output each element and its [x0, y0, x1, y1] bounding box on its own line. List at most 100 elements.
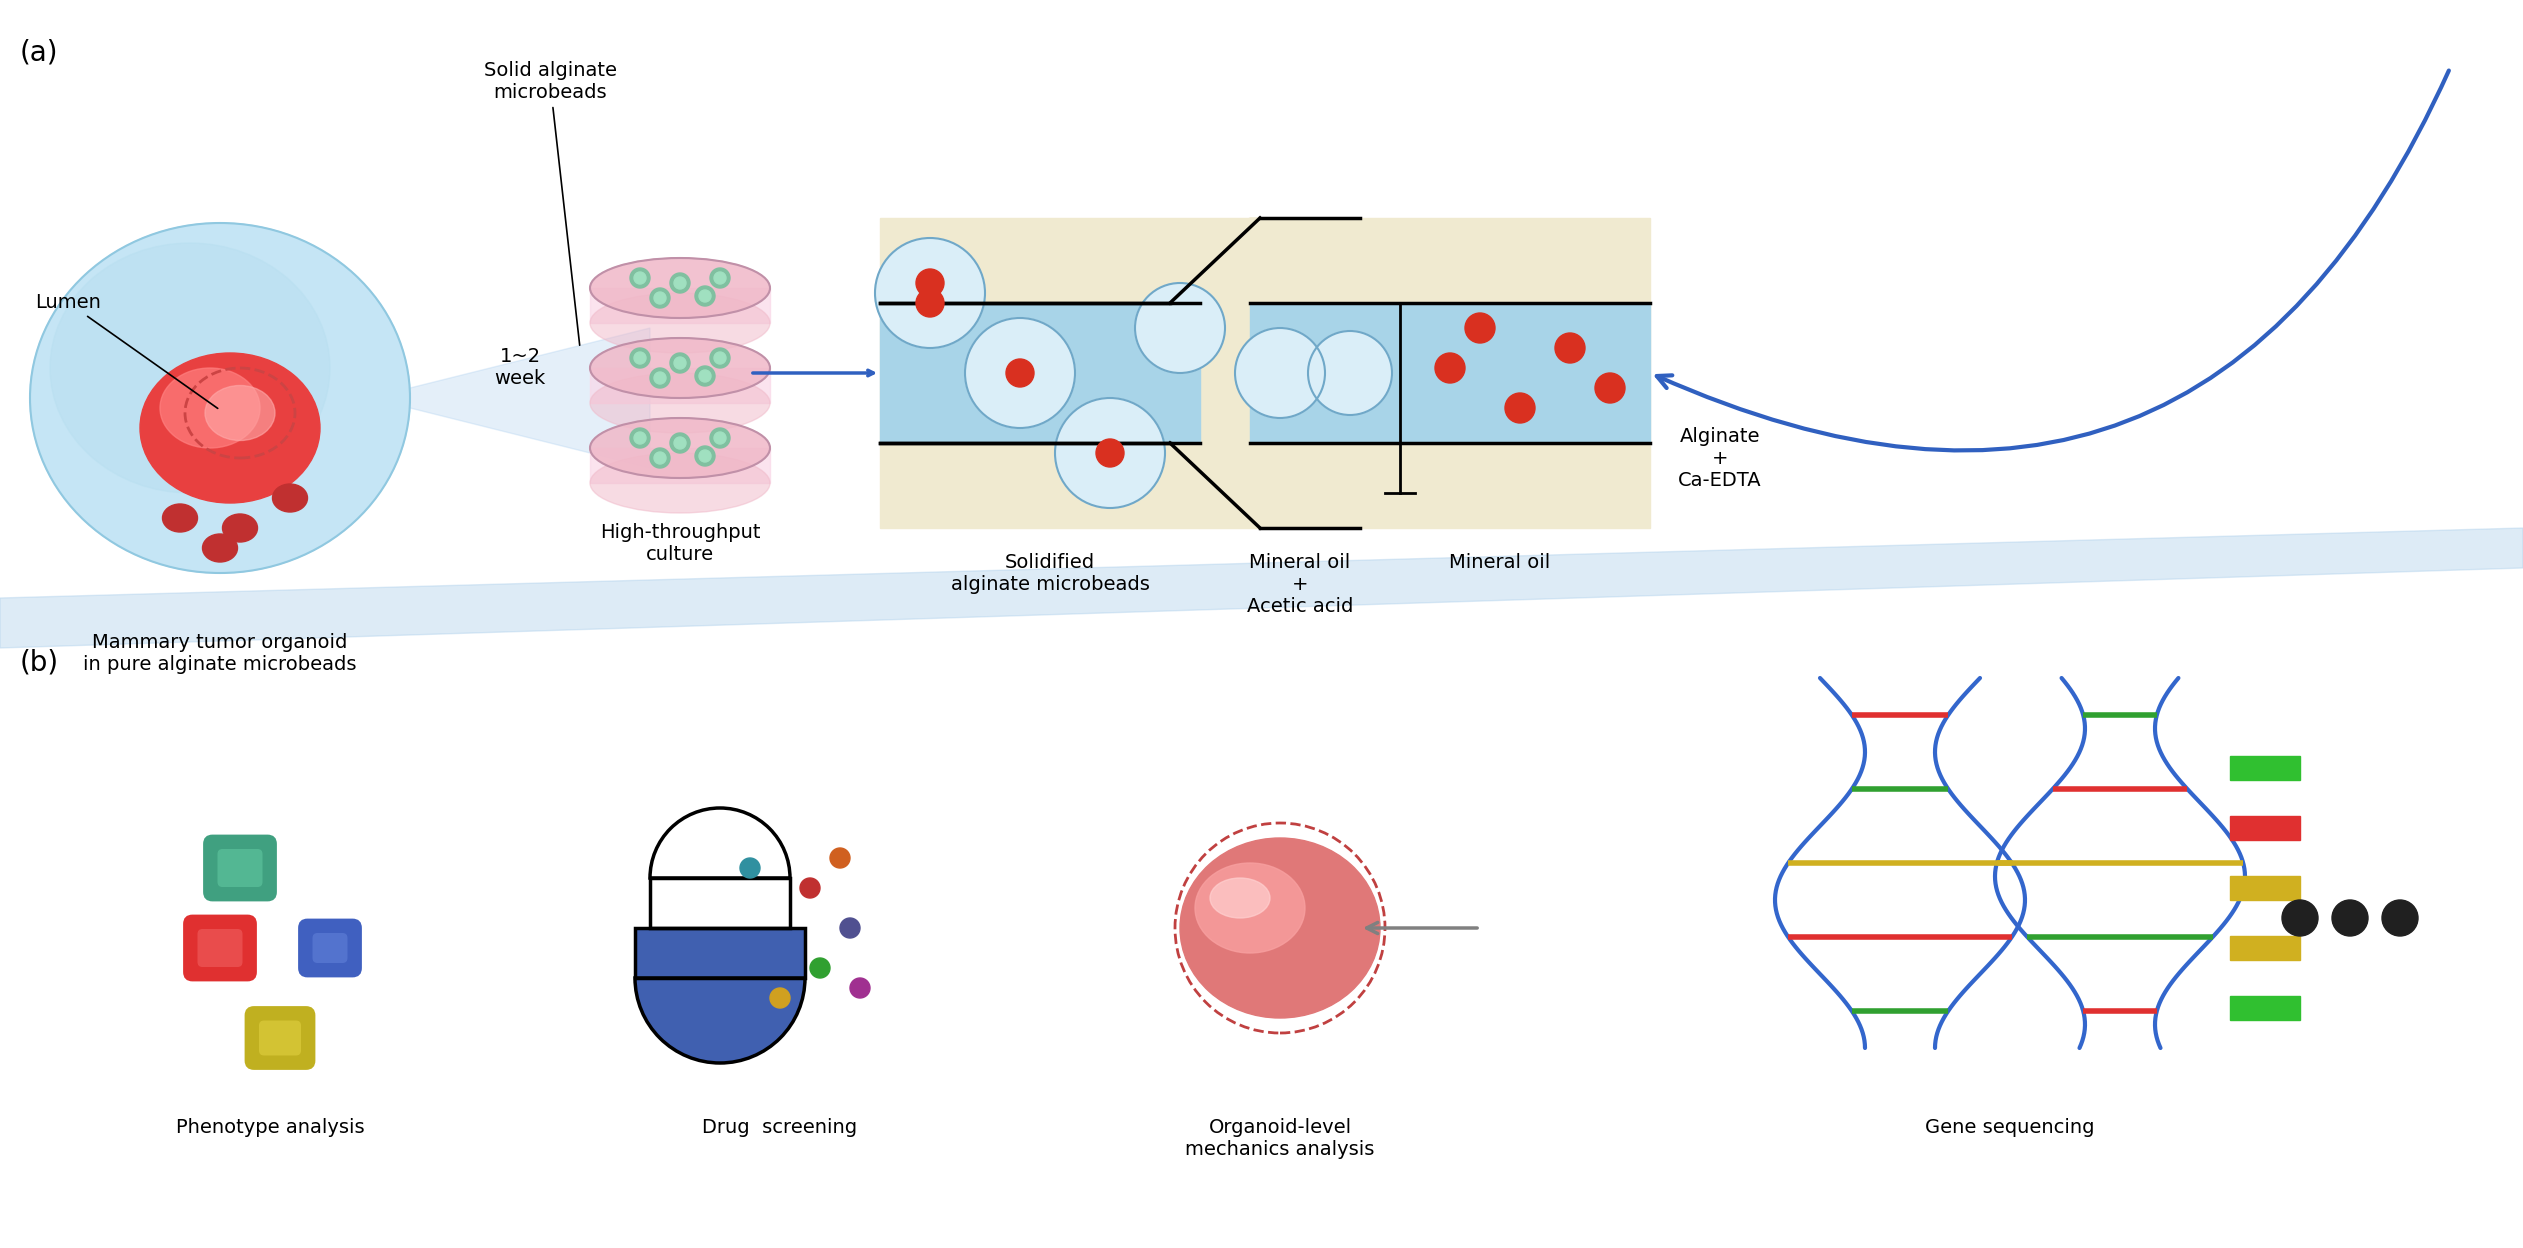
Circle shape	[714, 352, 727, 364]
Polygon shape	[371, 328, 651, 468]
FancyBboxPatch shape	[247, 1007, 313, 1068]
Circle shape	[714, 432, 727, 444]
Text: Mammary tumor organoid
in pure alginate microbeads: Mammary tumor organoid in pure alginate …	[83, 633, 356, 674]
Polygon shape	[0, 528, 2523, 648]
Circle shape	[714, 272, 727, 285]
Circle shape	[709, 428, 729, 448]
Text: Organoid-level
mechanics analysis: Organoid-level mechanics analysis	[1186, 1118, 1375, 1159]
Polygon shape	[881, 303, 1201, 443]
Ellipse shape	[272, 484, 308, 512]
Circle shape	[694, 366, 714, 386]
Text: Drug  screening: Drug screening	[701, 1118, 858, 1137]
Text: Mineral oil
+
Acetic acid: Mineral oil + Acetic acid	[1246, 553, 1352, 617]
Circle shape	[633, 352, 646, 364]
Text: Lumen: Lumen	[35, 293, 217, 408]
FancyBboxPatch shape	[197, 929, 242, 967]
Circle shape	[709, 268, 729, 288]
Circle shape	[699, 451, 711, 462]
Circle shape	[1436, 353, 1466, 383]
Polygon shape	[590, 288, 770, 323]
Ellipse shape	[30, 223, 411, 573]
FancyBboxPatch shape	[260, 1021, 300, 1056]
Circle shape	[633, 272, 646, 285]
Ellipse shape	[50, 243, 331, 493]
Circle shape	[709, 348, 729, 368]
Bar	[2230, 996, 2301, 1020]
Ellipse shape	[161, 504, 197, 532]
Circle shape	[800, 879, 820, 899]
FancyBboxPatch shape	[204, 836, 275, 900]
Circle shape	[1007, 359, 1034, 387]
Circle shape	[840, 919, 860, 938]
Polygon shape	[1150, 218, 1350, 303]
Circle shape	[770, 988, 790, 1008]
Bar	[2230, 756, 2301, 780]
Circle shape	[671, 353, 689, 373]
Polygon shape	[590, 368, 770, 403]
Text: Gene sequencing: Gene sequencing	[1925, 1118, 2094, 1137]
Ellipse shape	[590, 338, 770, 398]
Ellipse shape	[139, 353, 320, 503]
Circle shape	[651, 448, 671, 468]
Circle shape	[671, 273, 689, 293]
Circle shape	[1595, 373, 1625, 403]
Circle shape	[830, 847, 850, 869]
Circle shape	[631, 348, 651, 368]
Circle shape	[631, 428, 651, 448]
Text: Phenotype analysis: Phenotype analysis	[177, 1118, 363, 1137]
Circle shape	[674, 277, 686, 290]
Circle shape	[1234, 328, 1325, 418]
Circle shape	[916, 270, 944, 297]
Circle shape	[633, 432, 646, 444]
Bar	[2230, 936, 2301, 960]
Ellipse shape	[204, 386, 275, 441]
Circle shape	[1095, 439, 1125, 467]
Ellipse shape	[222, 514, 257, 542]
Wedge shape	[651, 807, 790, 879]
Circle shape	[1307, 331, 1393, 416]
Circle shape	[810, 958, 830, 978]
Circle shape	[1135, 283, 1226, 373]
Ellipse shape	[590, 293, 770, 353]
Circle shape	[694, 446, 714, 466]
Circle shape	[699, 369, 711, 382]
Circle shape	[674, 437, 686, 449]
Polygon shape	[881, 218, 1650, 528]
Polygon shape	[636, 929, 805, 978]
Circle shape	[651, 288, 671, 308]
Circle shape	[674, 357, 686, 369]
Text: Solid alginate
microbeads: Solid alginate microbeads	[484, 61, 616, 346]
Text: Solidified
alginate microbeads: Solidified alginate microbeads	[951, 553, 1150, 594]
Circle shape	[875, 238, 984, 348]
Text: High-throughput
culture: High-throughput culture	[600, 523, 759, 564]
Polygon shape	[1249, 303, 1650, 443]
Text: Alginate
+
Ca-EDTA: Alginate + Ca-EDTA	[1678, 427, 1761, 489]
FancyBboxPatch shape	[217, 849, 262, 887]
Circle shape	[653, 452, 666, 464]
Ellipse shape	[590, 453, 770, 513]
Circle shape	[653, 372, 666, 384]
Ellipse shape	[1211, 879, 1269, 919]
Ellipse shape	[590, 418, 770, 478]
Ellipse shape	[1181, 837, 1380, 1018]
Polygon shape	[1150, 443, 1350, 528]
Polygon shape	[590, 448, 770, 483]
Circle shape	[2331, 900, 2369, 936]
Ellipse shape	[202, 534, 237, 562]
Ellipse shape	[590, 373, 770, 433]
Circle shape	[694, 286, 714, 306]
Circle shape	[671, 433, 689, 453]
Bar	[2230, 816, 2301, 840]
Text: (a): (a)	[20, 37, 58, 66]
Circle shape	[2382, 900, 2417, 936]
Circle shape	[1055, 398, 1166, 508]
Circle shape	[651, 368, 671, 388]
Bar	[2230, 876, 2301, 900]
Circle shape	[916, 290, 944, 317]
Wedge shape	[636, 978, 805, 1063]
Circle shape	[631, 268, 651, 288]
FancyBboxPatch shape	[313, 934, 348, 963]
FancyBboxPatch shape	[184, 916, 255, 980]
Ellipse shape	[159, 368, 260, 448]
Circle shape	[2281, 900, 2319, 936]
